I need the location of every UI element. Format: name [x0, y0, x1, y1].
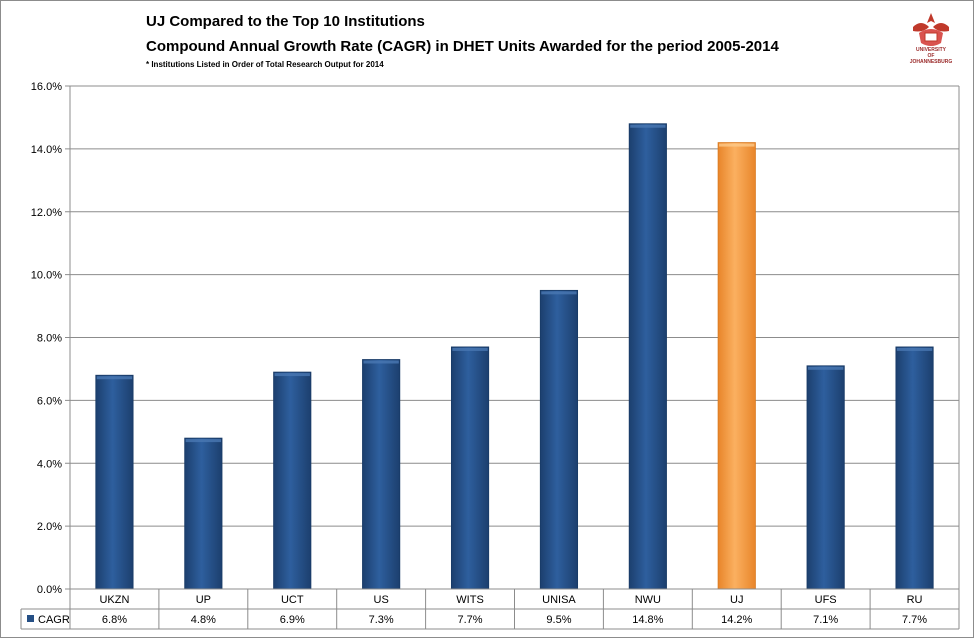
y-axis: 0.0% 2.0% 4.0% 6.0% 8.0% 10.0% 12.0% 14.0% 16.0% [31, 81, 960, 629]
data-value-label: 14.2% [721, 614, 752, 626]
bar-ukzn [95, 374, 134, 590]
x-category-label: UNISA [542, 594, 576, 606]
data-value-label: 6.9% [280, 614, 305, 626]
x-category-label: UFS [815, 594, 837, 606]
y-tick-label: 8.0% [37, 333, 62, 345]
data-value-label: 4.8% [191, 614, 216, 626]
x-category-label: UKZN [99, 594, 129, 606]
legend-swatch [27, 615, 34, 622]
data-value-label: 6.8% [102, 614, 127, 626]
y-tick-label: 0.0% [37, 584, 62, 596]
logo-line3: JOHANNESBURG [909, 59, 953, 65]
bar-uct [273, 371, 312, 590]
bar-nwu [628, 123, 667, 590]
bar-top-bevel [96, 376, 133, 380]
x-category-label: WITS [456, 594, 484, 606]
bar-ufs [806, 365, 845, 590]
bar-uj [717, 142, 756, 590]
bar-unisa [539, 289, 579, 590]
data-value-label: 7.3% [369, 614, 394, 626]
y-tick-label: 16.0% [31, 81, 62, 93]
bar-top-bevel [807, 366, 844, 370]
logo-line1: UNIVERSITY [915, 47, 946, 53]
bars [95, 123, 934, 590]
x-category-label: NWU [635, 594, 661, 606]
x-category-label: RU [907, 594, 923, 606]
bar-wits [450, 346, 490, 590]
x-category-label: UCT [281, 594, 304, 606]
y-tick-label: 12.0% [31, 207, 62, 219]
bar-top-bevel [274, 373, 310, 377]
bar-up [184, 437, 223, 590]
y-tick-label: 10.0% [31, 270, 62, 282]
data-value-label: 14.8% [632, 614, 663, 626]
data-value-label: 7.1% [813, 614, 838, 626]
university-logo-icon [913, 13, 949, 46]
chart-title: UJ Compared to the Top 10 Institutions [146, 13, 425, 30]
chart-subtitle: Compound Annual Growth Rate (CAGR) in DH… [146, 38, 779, 55]
university-logo-text: UNIVERSITY OF JOHANNESBURG [896, 47, 966, 65]
y-tick-label: 14.0% [31, 144, 62, 156]
data-table: UKZN 6.8% UP 4.8% UCT 6.9% US 7.3% WITS 7.7% UNISA… [20, 588, 959, 630]
y-tick-label: 4.0% [37, 458, 62, 470]
bar-top-bevel [185, 439, 222, 443]
x-category-label: UJ [730, 594, 743, 606]
bar-top-bevel [452, 347, 488, 351]
x-category-label: US [374, 594, 389, 606]
bar-top-bevel [896, 347, 933, 351]
data-value-label: 7.7% [902, 614, 927, 626]
bar-us [362, 359, 401, 590]
bar-top-bevel [719, 143, 755, 147]
bar-ru [895, 346, 934, 590]
legend-series-name: CAGR [38, 614, 70, 626]
chart-footnote: * Institutions Listed in Order of Total … [146, 60, 384, 69]
data-value-label: 9.5% [546, 614, 571, 626]
logo-line2: OF [927, 53, 935, 59]
bar-top-bevel [363, 360, 399, 364]
bar-top-bevel [630, 124, 666, 128]
data-value-label: 7.7% [458, 614, 483, 626]
y-tick-label: 2.0% [37, 521, 62, 533]
bar-top-bevel [541, 291, 577, 295]
y-tick-label: 6.0% [37, 395, 62, 407]
x-category-label: UP [196, 594, 211, 606]
